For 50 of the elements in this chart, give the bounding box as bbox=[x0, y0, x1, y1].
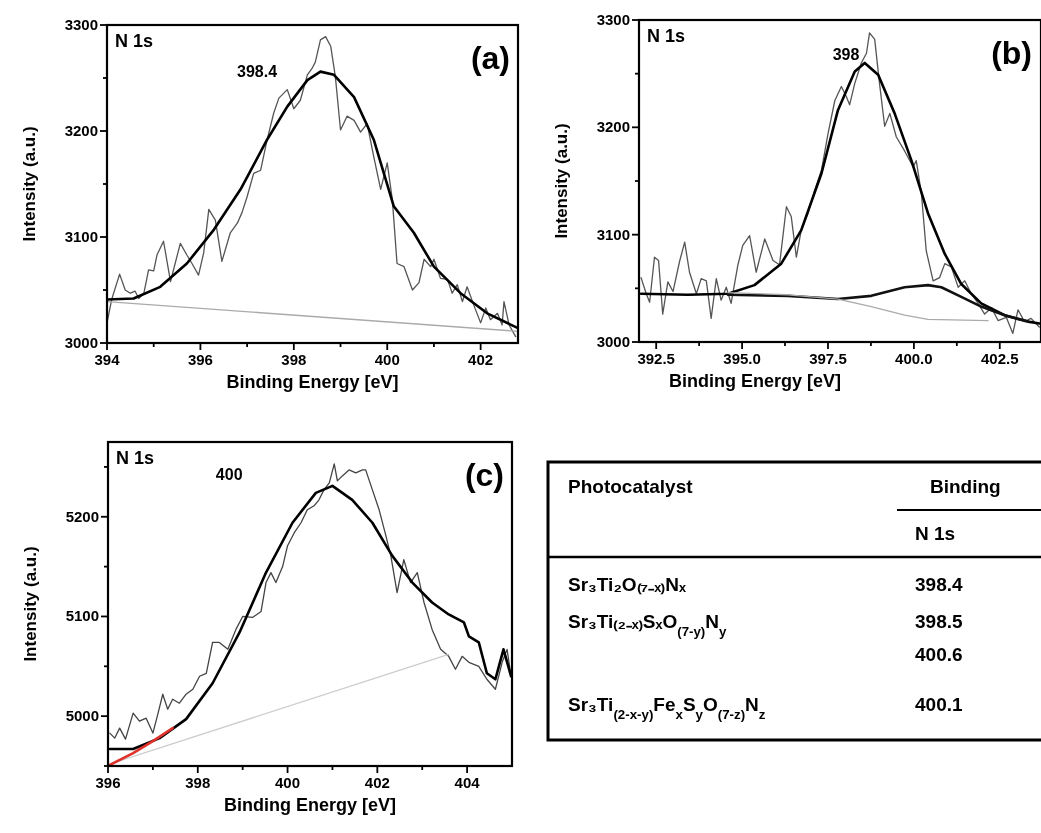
x-tick-label: 394 bbox=[94, 351, 121, 368]
annotation: (b) bbox=[991, 35, 1032, 71]
annotation: N 1s bbox=[115, 31, 154, 51]
annotation: (c) bbox=[464, 457, 504, 493]
y-tick-label: 5000 bbox=[65, 707, 99, 725]
y-axis-title: Intensity (a.u.) bbox=[21, 546, 40, 662]
annotation: 400 bbox=[215, 466, 243, 484]
y-tick-label: 3100 bbox=[596, 225, 630, 243]
x-tick-label: 396 bbox=[187, 351, 213, 368]
x-tick-label: 392.5 bbox=[637, 350, 675, 367]
text: 398.5 400.6 bbox=[915, 611, 963, 665]
y-tick-label: 3300 bbox=[596, 11, 630, 28]
text: Photocatalyst bbox=[568, 476, 694, 497]
y-tick-label: 5100 bbox=[65, 607, 99, 625]
category-label: Sr₃Ti₍₂₋ₓ₎SₓO$_{(7-y)}$N$_{y}$ bbox=[568, 611, 728, 639]
y-tick-label: 3000 bbox=[64, 334, 98, 351]
y-tick-label: 3200 bbox=[596, 118, 630, 136]
y-tick-label: 3300 bbox=[64, 16, 98, 33]
annotation: 398 bbox=[832, 45, 860, 63]
y-tick-label: 3100 bbox=[64, 228, 98, 245]
x-axis-title: Binding Energy [eV] bbox=[223, 795, 397, 815]
x-tick-label: 396 bbox=[95, 774, 121, 791]
x-tick-label: 397.5 bbox=[809, 350, 847, 367]
x-tick-label: 404 bbox=[454, 774, 481, 791]
x-tick-label: 402 bbox=[364, 774, 390, 791]
x-tick-label: 398 bbox=[185, 774, 211, 791]
category-label: Sr₃Ti$_{(2-x-y)}$Fe$_{x}$S$_{y}$O$_{(7-z)}$N$_{z}$ bbox=[568, 694, 766, 722]
x-tick-label: 398 bbox=[281, 351, 307, 368]
x-axis-title: Binding Energy [eV] bbox=[226, 372, 399, 392]
y-tick-label: 3000 bbox=[596, 333, 630, 350]
annotation: N 1s bbox=[647, 26, 686, 46]
y-tick-label: 3200 bbox=[64, 122, 98, 139]
annotation: (a) bbox=[470, 40, 510, 76]
category-label: Sr₃Ti₂O₍₇₋ₓ₎Nₓ bbox=[568, 574, 686, 595]
annotation: 398.4 bbox=[236, 62, 278, 80]
y-axis-title: Intensity (a.u.) bbox=[552, 123, 571, 239]
text: 398.4 bbox=[915, 574, 963, 595]
x-tick-label: 402 bbox=[468, 351, 494, 368]
y-tick-label: 5200 bbox=[65, 507, 99, 525]
text: 400.1 bbox=[915, 694, 963, 715]
text: 400.0 bbox=[895, 350, 933, 367]
y-axis-title: Intensity (a.u.) bbox=[20, 126, 39, 242]
annotation: N 1s bbox=[116, 448, 155, 468]
text: Binding bbox=[930, 476, 1001, 497]
x-axis-title: Binding Energy [eV] bbox=[668, 371, 842, 391]
text: 395.0 bbox=[723, 350, 761, 367]
x-tick-label: 400 bbox=[275, 774, 301, 791]
x-tick-label: 402.5 bbox=[981, 350, 1019, 367]
text: N 1s bbox=[915, 523, 956, 544]
x-tick-label: 400 bbox=[374, 351, 400, 368]
